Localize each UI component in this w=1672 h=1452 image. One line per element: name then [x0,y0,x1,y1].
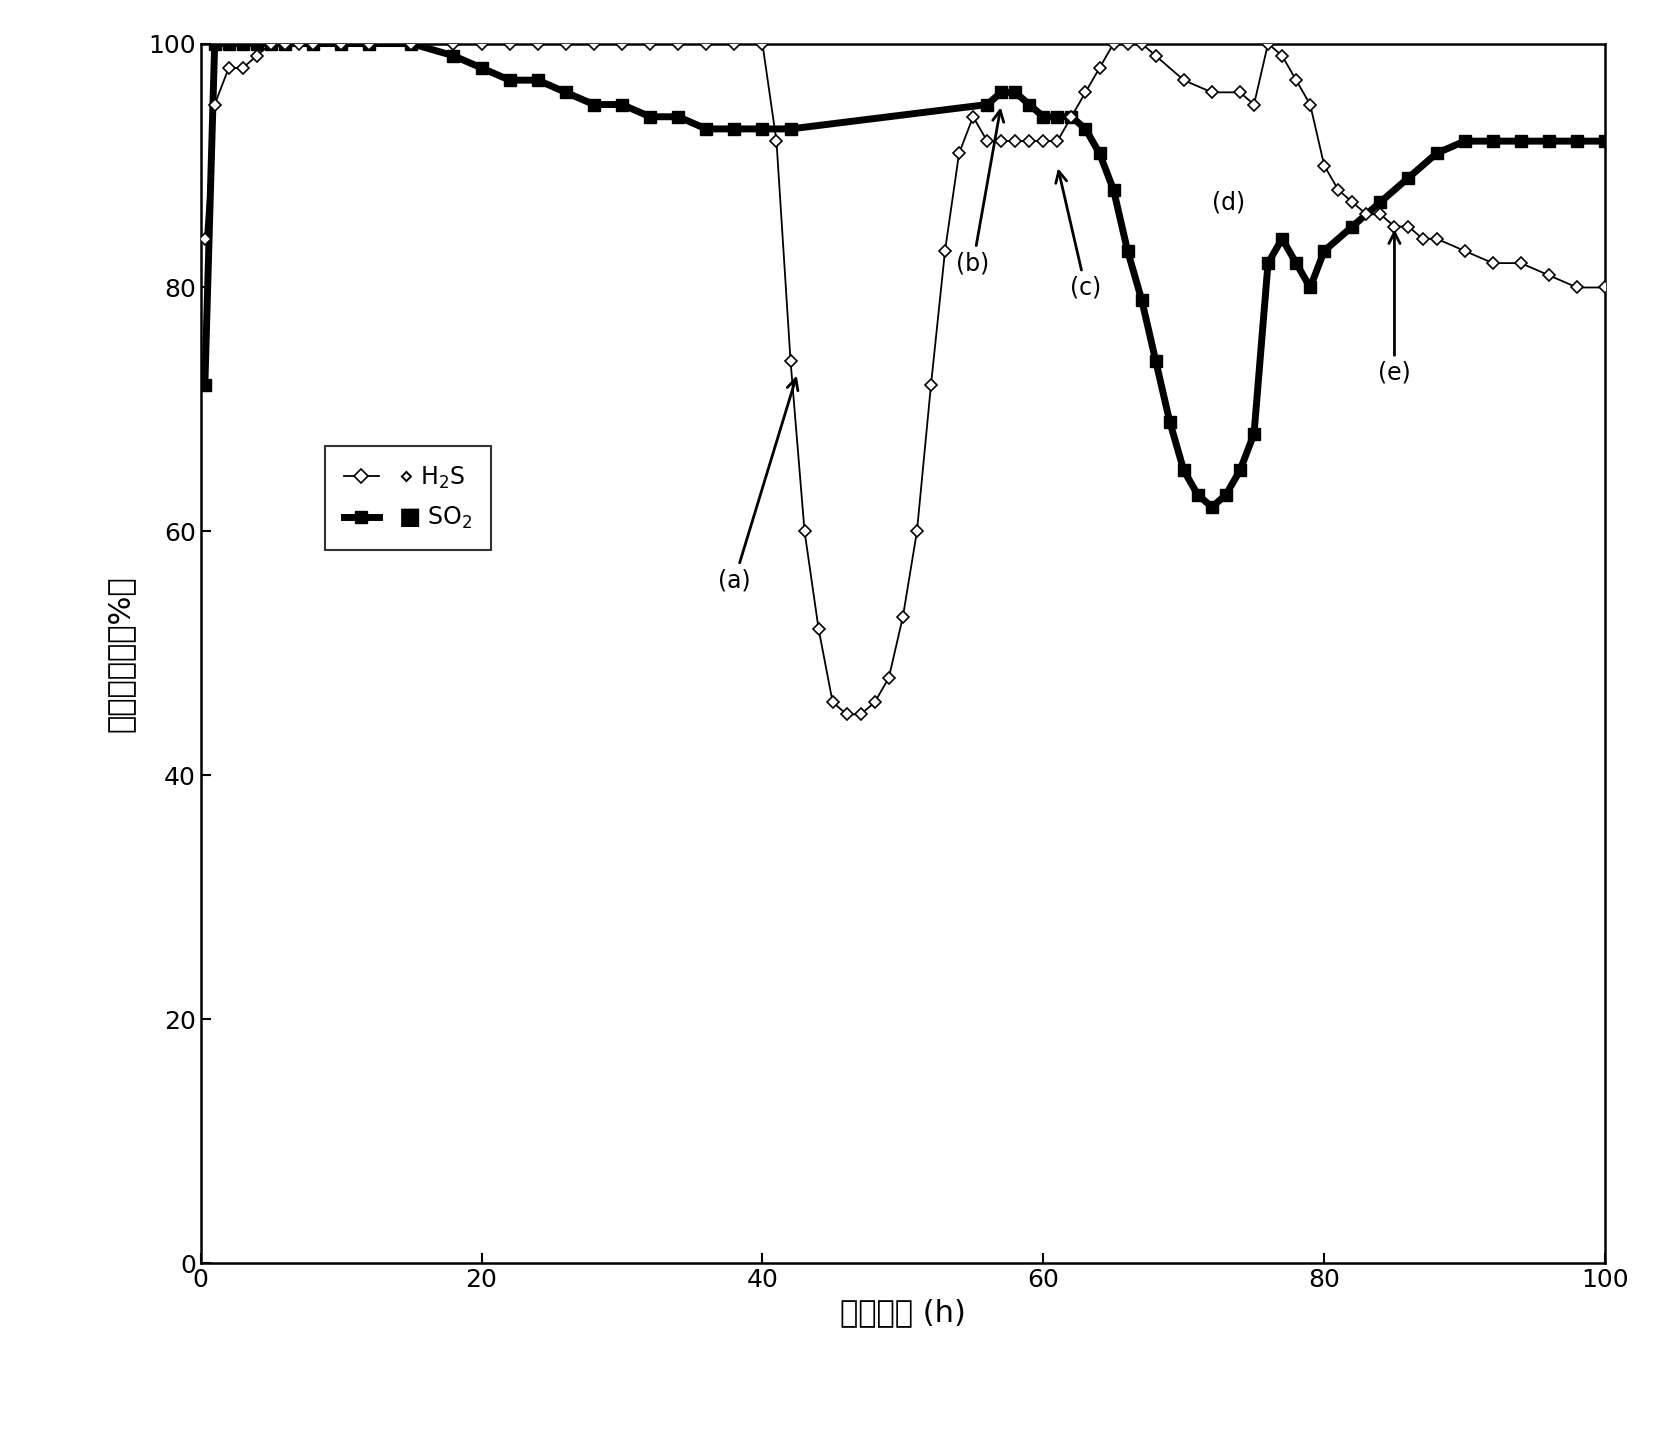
Text: (b): (b) [956,110,1003,274]
X-axis label: 反应时间 (h): 反应时间 (h) [839,1298,966,1327]
Text: (d): (d) [1212,190,1246,213]
Y-axis label: 硕去除效率（%）: 硕去除效率（%） [105,575,134,732]
Text: (a): (a) [717,379,798,592]
Legend: $\diamond$ H$_2$S, $\mathbf{■}$ SO$_2$: $\diamond$ H$_2$S, $\mathbf{■}$ SO$_2$ [324,446,492,550]
Text: (e): (e) [1378,232,1411,385]
Text: (c): (c) [1055,171,1102,299]
